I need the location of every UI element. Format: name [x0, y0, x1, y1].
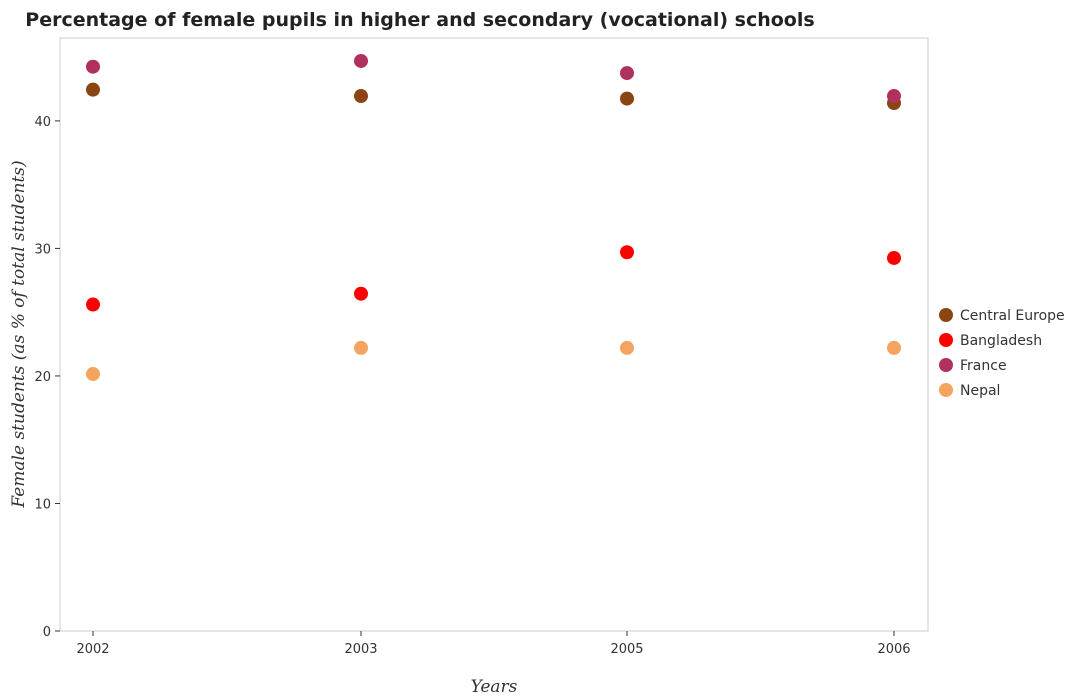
point-nepal-2003[interactable]: [354, 340, 368, 355]
point-france-2003[interactable]: [354, 53, 368, 68]
y-axis-label: Female students (as % of total students): [9, 160, 29, 508]
point-central-europe-2002[interactable]: [86, 82, 100, 97]
point-bangladesh-2003[interactable]: [354, 286, 368, 301]
point-nepal-2002[interactable]: [86, 367, 100, 382]
legend-marker: [939, 383, 953, 397]
legend-label: Central Europe: [960, 308, 1065, 324]
point-nepal-2006[interactable]: [887, 340, 901, 355]
point-france-2002[interactable]: [86, 59, 100, 74]
y-tick-label: 0: [43, 625, 51, 640]
point-france-2006[interactable]: [887, 89, 901, 104]
legend-label: France: [960, 358, 1007, 374]
x-tick-label: 2006: [877, 642, 910, 657]
chart-title: Percentage of female pupils in higher an…: [25, 9, 814, 31]
y-tick-label: 20: [34, 370, 51, 385]
legend-label: Nepal: [960, 383, 1000, 399]
y-tick-label: 40: [34, 115, 51, 130]
legend: Central Europe Bangladesh France Nepal: [939, 308, 1065, 399]
point-bangladesh-2002[interactable]: [86, 297, 100, 312]
x-tick-label: 2005: [610, 642, 643, 657]
point-bangladesh-2006[interactable]: [887, 250, 901, 265]
y-tick-label: 30: [34, 242, 51, 257]
plot-area: [59, 37, 929, 632]
x-axis: 2002 2003 2005 2006: [76, 631, 911, 657]
data-points: [86, 53, 901, 382]
point-bangladesh-2005[interactable]: [620, 245, 634, 260]
legend-marker: [939, 358, 953, 372]
point-france-2005[interactable]: [620, 66, 634, 81]
legend-marker: [939, 333, 953, 347]
y-tick-label: 10: [34, 497, 51, 512]
point-central-europe-2005[interactable]: [620, 91, 634, 106]
y-axis: 0 10 20 30 40: [34, 115, 60, 640]
x-axis-label: Years: [471, 677, 518, 697]
point-nepal-2005[interactable]: [620, 340, 634, 355]
x-tick-label: 2002: [76, 642, 109, 657]
point-central-europe-2003[interactable]: [354, 89, 368, 104]
legend-label: Bangladesh: [960, 333, 1042, 349]
x-tick-label: 2003: [344, 642, 377, 657]
legend-marker: [939, 308, 953, 322]
